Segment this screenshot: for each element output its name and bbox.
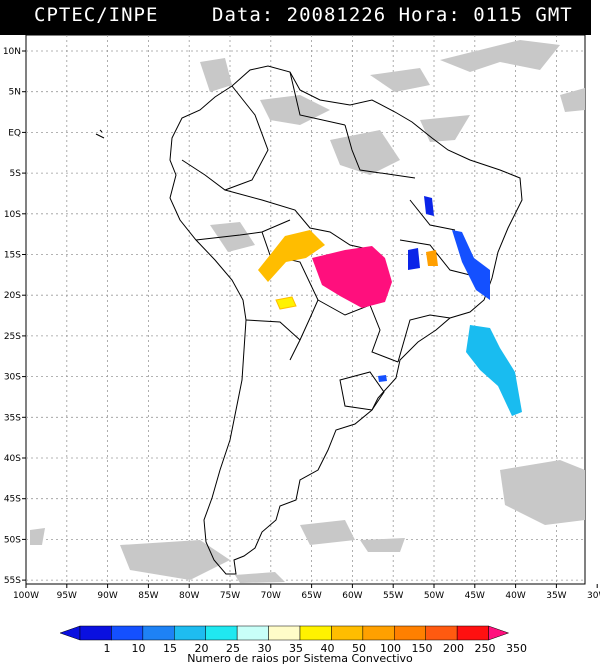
lon-label: 65W — [301, 591, 321, 601]
colorbar-cell — [331, 625, 364, 641]
colorbar-labels: 1 10 15 20 25 30 35 40 50 100 150 200 250 350 — [104, 642, 528, 652]
lon-label: 95W — [57, 591, 77, 601]
colorbar-label: 200 — [443, 642, 464, 652]
colorbar-cell — [174, 625, 206, 641]
lon-label: 75W — [220, 591, 240, 601]
colorbar-label: 50 — [352, 642, 366, 652]
system-blue-north — [424, 196, 434, 216]
lon-label: 70W — [261, 591, 281, 601]
lon-label: 40W — [505, 591, 525, 601]
latitude-labels: 10N 5N EQ 5S 10S 15S 20S 25S 30S 35S 40S 45S 50S 55S — [3, 47, 26, 586]
agency-title: CPTEC/INPE — [34, 4, 159, 26]
colorbar-label: 250 — [475, 642, 496, 652]
lon-label: 60W — [342, 591, 362, 601]
system-blue-south — [378, 375, 387, 382]
lat-label: 5S — [10, 169, 22, 179]
colorbar-cell — [362, 625, 395, 641]
colorbar-cell — [299, 625, 332, 641]
colorbar-label: 100 — [380, 642, 401, 652]
colorbar-cell — [142, 625, 175, 641]
colorbar-label: 25 — [226, 642, 240, 652]
lon-label: 45W — [465, 591, 485, 601]
system-blue-bahia — [452, 230, 490, 300]
map-frame — [25, 34, 586, 585]
lat-label: 45S — [4, 495, 21, 505]
colorbar-label: 30 — [258, 642, 272, 652]
colorbar-cell — [205, 625, 238, 641]
lon-label: 50W — [424, 591, 444, 601]
colorbar-arrow-left — [59, 625, 81, 641]
date-time-title: Data: 20081226 Hora: 0115 GMT — [212, 4, 573, 26]
colorbar-cells — [59, 625, 510, 641]
colorbar-title: Numero de raios por Sistema Convectivo — [187, 652, 413, 665]
lat-label: 20S — [4, 291, 21, 301]
system-yellow — [275, 296, 297, 310]
colorbar-label: 1 — [104, 642, 111, 652]
colorbar-cell — [456, 625, 489, 641]
colorbar-cell — [236, 625, 269, 641]
colorbar-label: 10 — [132, 642, 146, 652]
system-orange-north — [258, 230, 325, 282]
lat-label: 10S — [4, 210, 21, 220]
lon-label: 85W — [138, 591, 158, 601]
map-header: CPTEC/INPE Data: 20081226 Hora: 0115 GMT — [0, 0, 591, 35]
colorbar-label: 15 — [163, 642, 177, 652]
lat-label: 50S — [4, 535, 21, 545]
colorbar-label: 20 — [195, 642, 209, 652]
lat-label: 15S — [4, 251, 21, 261]
colorbar-label: 35 — [289, 642, 303, 652]
system-blue-goias — [408, 248, 420, 270]
system-orange-mg — [426, 250, 438, 266]
lat-label: 10N — [3, 47, 21, 57]
lat-label: 25S — [4, 332, 21, 342]
convective-systems — [258, 196, 522, 416]
colorbar-label: 350 — [506, 642, 527, 652]
lat-label: 5N — [9, 88, 21, 98]
colorbar-label: 150 — [412, 642, 433, 652]
colorbar-label: 40 — [321, 642, 335, 652]
colorbar-cell — [268, 625, 301, 641]
lon-label: 100W — [13, 591, 39, 601]
coastlines-and-borders — [95, 65, 523, 575]
lon-label: 90W — [97, 591, 117, 601]
lat-label: 30S — [4, 373, 21, 383]
colorbar: 1 10 15 20 25 30 35 40 50 100 150 200 250 350 — [59, 625, 528, 652]
lon-label: 35W — [546, 591, 566, 601]
colorbar-cell — [425, 625, 458, 641]
colorbar-cell — [79, 625, 112, 641]
lat-label: 35S — [4, 413, 21, 423]
system-pink — [312, 246, 392, 308]
cloud-cover — [30, 40, 585, 583]
colorbar-cell — [394, 625, 426, 641]
lon-label: 30W — [587, 591, 600, 601]
colorbar-cell — [111, 625, 144, 641]
lon-label: 55W — [383, 591, 403, 601]
lat-label: 40S — [4, 454, 21, 464]
lightning-map: 10N5NEQ5S10S15S20S25S30S35S40S45S50S55S … — [3, 34, 600, 601]
lat-label: EQ — [8, 128, 21, 138]
lon-label: 80W — [179, 591, 199, 601]
colorbar-arrow-right — [488, 625, 510, 641]
lat-label: 55S — [4, 576, 21, 586]
system-cyan-atlantic — [466, 325, 522, 416]
longitude-labels: 100W 95W 90W 85W 80W 75W 70W 65W 60W 55W 50W 45W 40W… — [13, 584, 600, 601]
